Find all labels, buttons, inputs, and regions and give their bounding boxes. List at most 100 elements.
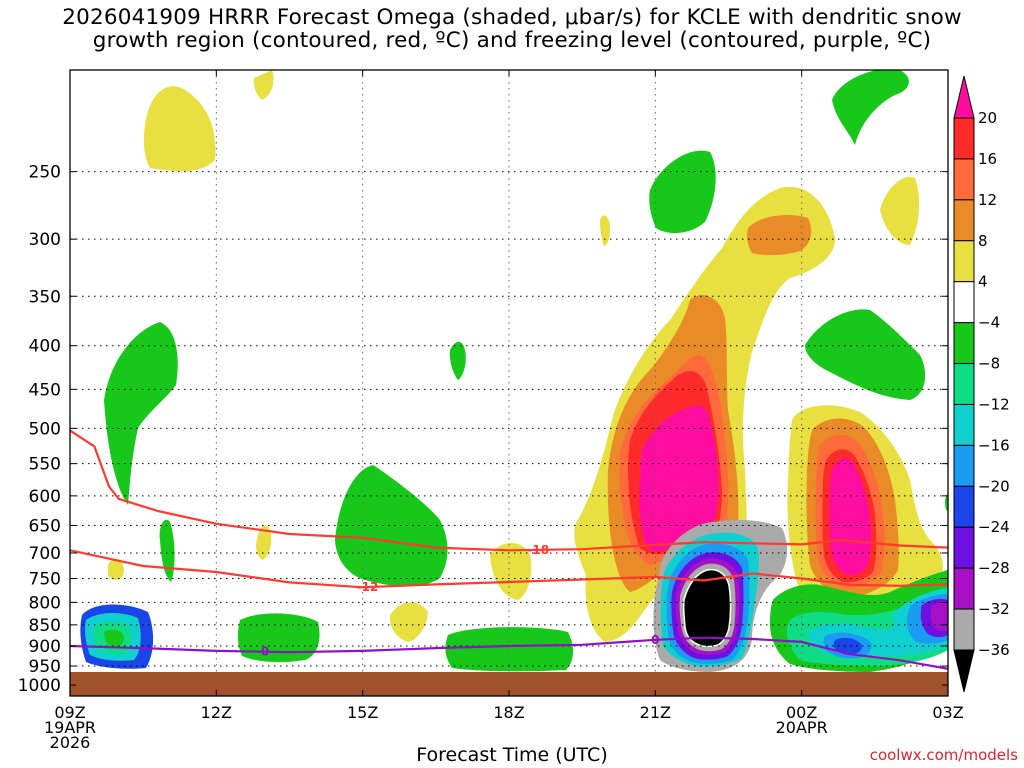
x-tick-label: 15Z — [347, 703, 378, 722]
shaded-region — [159, 519, 175, 582]
y-tick-label: 250 — [29, 163, 61, 183]
colorbar-bin — [953, 485, 975, 528]
y-tick-label: 550 — [29, 455, 61, 475]
y-tick-label: 950 — [29, 657, 61, 677]
omega-contour-fill — [490, 542, 532, 600]
shaded-region — [445, 627, 574, 672]
contour-0 — [70, 636, 948, 670]
colorbar-bin — [953, 281, 975, 324]
omega-contour-fill — [256, 525, 272, 560]
x-tick-label: 09Z — [54, 703, 85, 722]
colorbar-bottom-arrow — [953, 649, 975, 693]
omega-contour-fill — [445, 627, 574, 672]
x-tick-label: 00Z — [786, 703, 817, 722]
omega-contour-fill — [649, 150, 716, 234]
omega-contour-fill — [143, 86, 216, 172]
shaded-region — [490, 542, 532, 600]
colorbar-label: −28 — [978, 559, 1010, 577]
shaded-region — [253, 70, 274, 100]
omega-contour-fill — [104, 322, 178, 505]
title-line-1: 2026041909 HRRR Forecast Omega (shaded, … — [62, 5, 962, 30]
colorbar-bin — [953, 567, 975, 610]
omega-contour-fill — [389, 602, 428, 642]
x-axis-label: Forecast Time (UTC) — [416, 744, 608, 766]
contour-label: -18 — [527, 543, 549, 557]
omega-contour-fill — [108, 558, 124, 581]
colorbar-bin — [953, 117, 975, 160]
title-line-2: growth region (contoured, red, ºC) and f… — [92, 28, 932, 53]
x-tick-label: 19APR — [44, 718, 96, 737]
omega-contour-fill — [237, 613, 320, 663]
y-tick-label: 700 — [29, 544, 61, 564]
colorbar-label: −32 — [978, 600, 1010, 618]
colorbar-label: 16 — [978, 150, 997, 168]
shaded-region — [80, 604, 154, 669]
shaded-region — [787, 405, 944, 602]
shaded-region — [880, 176, 920, 245]
shaded-region — [832, 70, 909, 145]
credit-text: coolwx.com/models — [869, 746, 1018, 764]
colorbar-bin — [953, 403, 975, 446]
colorbar-label: −20 — [978, 477, 1010, 495]
x-tick-label: 03Z — [932, 703, 963, 722]
y-tick-label: 800 — [29, 593, 61, 613]
contour-minus18 — [70, 429, 948, 552]
colorbar-bin — [953, 322, 975, 365]
y-tick-label: 500 — [29, 419, 61, 439]
y-tick-label: 600 — [29, 487, 61, 507]
colorbar: 20 16 12 8 4 −4 −8 −12 −16 −20 −24 −28 −32 −36 — [953, 75, 1010, 693]
colorbar-bin — [953, 608, 975, 651]
colorbar-top-arrow — [953, 75, 975, 119]
colorbar-label: −8 — [978, 355, 1000, 373]
shaded-region — [237, 613, 320, 663]
shaded-region — [747, 215, 812, 256]
omega-contour-fill — [930, 601, 948, 632]
shaded-region — [600, 215, 611, 246]
shaded-region — [449, 341, 466, 380]
shaded-region — [104, 322, 178, 505]
x-tick-label: 20APR — [776, 718, 828, 737]
colorbar-bin — [953, 363, 975, 405]
omega-contour-fill — [880, 176, 920, 245]
x-tick-label: 18Z — [493, 703, 524, 722]
y-tick-label: 1000 — [18, 676, 61, 696]
colorbar-label: −24 — [978, 518, 1010, 536]
colorbar-label: 20 — [978, 109, 997, 127]
colorbar-label: 8 — [978, 232, 988, 250]
omega-contour-fill — [945, 494, 948, 511]
colorbar-bin — [953, 240, 975, 283]
chart-title: 2026041909 HRRR Forecast Omega (shaded, … — [0, 6, 1024, 52]
y-tick-label: 900 — [29, 637, 61, 657]
grid-lines — [70, 70, 948, 696]
pressure-axis: 2503003504004505005506006507007508008509… — [18, 163, 948, 696]
shaded-region — [143, 86, 216, 172]
x-tick-label: 21Z — [640, 703, 671, 722]
colorbar-label: 12 — [978, 191, 997, 209]
y-tick-label: 300 — [29, 230, 61, 250]
omega-contour-fill — [805, 309, 926, 400]
contour-label: 0 — [261, 645, 269, 659]
shaded-region — [256, 525, 272, 560]
omega-contour-fill — [829, 457, 871, 575]
omega-contour-fill — [600, 215, 611, 246]
omega-contour-fill — [639, 405, 719, 552]
omega-contour-fill — [747, 215, 812, 256]
colorbar-bin — [953, 444, 975, 487]
contour-lines: -18 -12 0 0 — [70, 429, 948, 670]
colorbar-bin — [953, 199, 975, 242]
y-tick-label: 650 — [29, 517, 61, 537]
shaded-region — [389, 602, 428, 642]
x-tick-label: 2026 — [50, 733, 91, 752]
shaded-region — [945, 494, 948, 511]
shaded-region — [574, 186, 836, 642]
colorbar-label: −36 — [978, 641, 1010, 659]
x-tick-label: 12Z — [201, 703, 232, 722]
colorbar-bin — [953, 158, 975, 201]
contour-label: 0 — [651, 633, 659, 647]
omega-contour-fill — [449, 341, 466, 380]
omega-contour-fill — [683, 569, 731, 647]
omega-contour-fill — [104, 629, 125, 648]
omega-contour-fill — [159, 519, 175, 582]
